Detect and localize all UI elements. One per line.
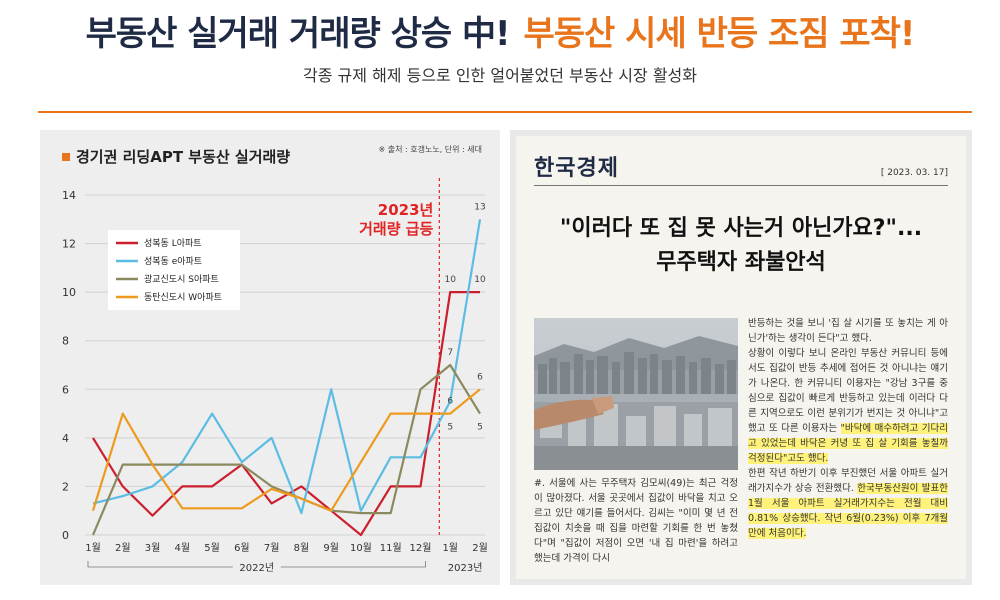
year-group-label: 2023년 xyxy=(448,562,483,574)
x-tick-label: 9월 xyxy=(323,542,339,554)
x-tick-label: 2월 xyxy=(115,542,131,554)
divider xyxy=(38,111,972,113)
x-tick-label: 10월 xyxy=(350,542,372,554)
legend-label: 성복동 L아파트 xyxy=(144,238,202,249)
news-right-column: 반등하는 것을 보니 '집 살 시기를 또 놓치는 게 아닌가'하는 생각이 든… xyxy=(748,316,948,541)
y-tick-label: 12 xyxy=(62,238,76,251)
x-tick-label: 7월 xyxy=(264,542,280,554)
headline: 부동산 실거래 거래량 상승 中! 부동산 시세 반등 조짐 포착! xyxy=(0,6,1000,55)
legend-label: 광교신도시 S아파트 xyxy=(144,273,219,285)
x-tick-label: 1월 xyxy=(85,542,101,554)
year-label-bg xyxy=(441,561,490,573)
y-tick-label: 8 xyxy=(62,335,69,348)
subheadline: 각종 규제 해제 등으로 인한 얼어붙었던 부동산 시장 활성화 xyxy=(303,66,697,85)
news-paragraph-3-text: 한편 작년 하반기 이후 부진했던 서울 아파트 실거래가지수가 상승 전환했다… xyxy=(748,468,948,494)
x-tick-label: 11월 xyxy=(380,542,402,554)
headline-part2: 부동산 시세 반등 조짐 포착! xyxy=(523,14,916,54)
annotation-text: 거래량 급등 xyxy=(359,220,433,238)
news-title: "이러다 또 집 못 사는거 아닌가요?"... 무주택자 좌불안석 xyxy=(534,212,948,280)
y-tick-label: 0 xyxy=(62,529,69,542)
legend-label: 성복동 e아파트 xyxy=(144,256,202,267)
x-tick-label: 12월 xyxy=(409,542,431,554)
data-label: 5 xyxy=(477,423,483,433)
y-tick-label: 14 xyxy=(62,189,76,202)
news-left-paragraph: #. 서울에 사는 무주택자 김모씨(49)는 최근 걱정이 많아졌다. 서울 … xyxy=(534,478,738,564)
news-paragraph-2-text: 상황이 이렇다 보니 온라인 부동산 커뮤니티 등에서도 집값이 반등 추세에 … xyxy=(748,348,948,434)
series-line xyxy=(91,388,481,512)
x-tick-label: 5월 xyxy=(204,542,220,554)
data-label: 10 xyxy=(474,275,486,285)
news-divider xyxy=(534,185,948,186)
y-tick-label: 10 xyxy=(62,286,76,299)
data-label: 5 xyxy=(447,423,453,433)
news-paragraph-1: 반등하는 것을 보니 '집 살 시기를 또 놓치는 게 아닌가'하는 생각이 든… xyxy=(748,318,948,344)
y-tick-label: 4 xyxy=(62,432,69,445)
news-masthead: 한국경제 xyxy=(534,155,619,181)
news-date: [ 2023. 03. 17] xyxy=(880,168,948,178)
news-panel: 한국경제 [ 2023. 03. 17] "이러다 또 집 못 사는거 아닌가요… xyxy=(510,130,972,585)
news-photo xyxy=(534,318,738,470)
data-label: 7 xyxy=(447,348,453,358)
news-paragraph-3: 한편 작년 하반기 이후 부진했던 서울 아파트 실거래가지수가 상승 전환했다… xyxy=(748,466,948,541)
year-label-bg xyxy=(232,561,281,573)
data-label: 10 xyxy=(445,275,457,285)
x-tick-label: 2월 xyxy=(472,542,488,554)
data-label: 6 xyxy=(447,397,453,407)
news-left-column: #. 서울에 사는 무주택자 김모씨(49)는 최근 걱정이 많아졌다. 서울 … xyxy=(534,476,738,566)
news-paragraph-2: 상황이 이렇다 보니 온라인 부동산 커뮤니티 등에서도 집값이 반등 추세에 … xyxy=(748,346,948,466)
data-label: 13 xyxy=(474,202,485,212)
chart-source: ※ 출처 : 호갱노노, 단위 : 세대 xyxy=(378,145,483,154)
x-tick-label: 1월 xyxy=(442,542,458,554)
chart-panel: 0 2 4 6 8 10 12 14 1월 2월 3월 4월 5월 6월 7월 8월 9월 10월 11월 12월 1월… xyxy=(40,130,500,585)
news-title-line1: "이러다 또 집 못 사는거 아닌가요?"... xyxy=(559,216,923,241)
headline-part1: 부동산 실거래 거래량 상승 中! xyxy=(85,14,511,54)
legend-label: 동탄신도시 W아파트 xyxy=(144,292,222,303)
chart-title-text: 경기권 리딩APT 부동산 실거래량 xyxy=(76,148,291,166)
title-square-icon xyxy=(62,152,70,161)
year-group-label: 2022년 xyxy=(239,562,274,574)
x-tick-label: 4월 xyxy=(175,542,191,554)
x-tick-label: 6월 xyxy=(234,542,250,554)
series-line xyxy=(91,363,481,536)
series-line xyxy=(92,219,482,515)
chart-svg: 0 2 4 6 8 10 12 14 1월 2월 3월 4월 5월 6월 7월 8월 9월 10월 11월 12월 1월… xyxy=(62,178,490,574)
y-tick-label: 6 xyxy=(62,383,69,396)
x-tick-label: 3월 xyxy=(145,542,161,554)
chart-title: 경기권 리딩APT 부동산 실거래량 xyxy=(62,146,290,167)
x-tick-label: 8월 xyxy=(294,542,310,554)
y-tick-label: 2 xyxy=(62,480,69,493)
city-skyline-image xyxy=(534,318,738,470)
news-title-line2: 무주택자 좌불안석 xyxy=(656,250,826,275)
annotation-text: 2023년 xyxy=(378,201,434,219)
news-clipping: 한국경제 [ 2023. 03. 17] "이러다 또 집 못 사는거 아닌가요… xyxy=(516,136,966,579)
data-label: 6 xyxy=(477,372,483,382)
